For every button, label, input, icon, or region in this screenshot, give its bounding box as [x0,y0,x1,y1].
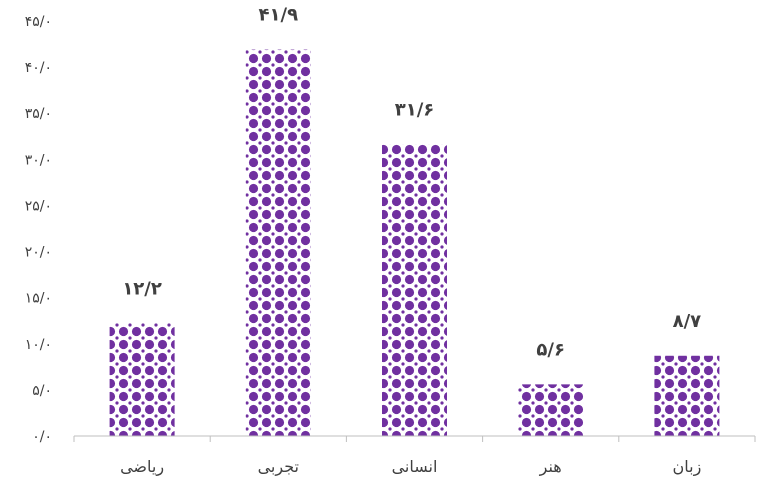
bar [382,144,447,437]
x-tick-label: تجربی [258,457,299,477]
y-tick-label: ۴۰/۰ [25,60,52,76]
x-tick-label: هنر [539,457,562,477]
bar [245,49,311,436]
y-tick-label: ۵/۰ [32,383,52,399]
y-tick-label: ۰/۰ [32,429,52,445]
data-label: ۱۲/۲ [122,278,162,299]
bar [109,323,175,436]
bar [518,384,584,436]
data-label: ۳۱/۶ [395,100,435,121]
x-axis: ریاضی تجربی انسانی هنر زبان [73,435,756,477]
y-tick-label: ۲۰/۰ [25,245,52,261]
y-tick-label: ۳۰/۰ [25,152,52,168]
data-labels: ۱۲/۲ ۴۱/۹ ۳۱/۶ ۵/۶ ۸/۷ [122,5,701,361]
bars [109,49,720,437]
data-label: ۴۱/۹ [259,5,299,26]
data-label: ۵/۶ [536,339,565,360]
bar [654,355,720,436]
y-tick-label: ۱۰/۰ [25,337,52,353]
x-tick-label: زبان [672,457,701,477]
x-tick-label: انسانی [392,457,438,476]
data-label: ۸/۷ [673,311,702,332]
y-axis: ۰/۰ ۵/۰ ۱۰/۰ ۱۵/۰ ۲۰/۰ ۲۵/۰ ۳۰/۰ ۳۵/۰ ۴۰/۰ ۴۵/۰ [25,14,52,445]
y-tick-label: ۱۵/۰ [25,291,52,307]
y-tick-label: ۴۵/۰ [25,14,52,30]
y-tick-label: ۲۵/۰ [25,198,52,214]
y-tick-label: ۳۵/۰ [25,106,52,122]
x-tick-label: ریاضی [120,457,164,477]
